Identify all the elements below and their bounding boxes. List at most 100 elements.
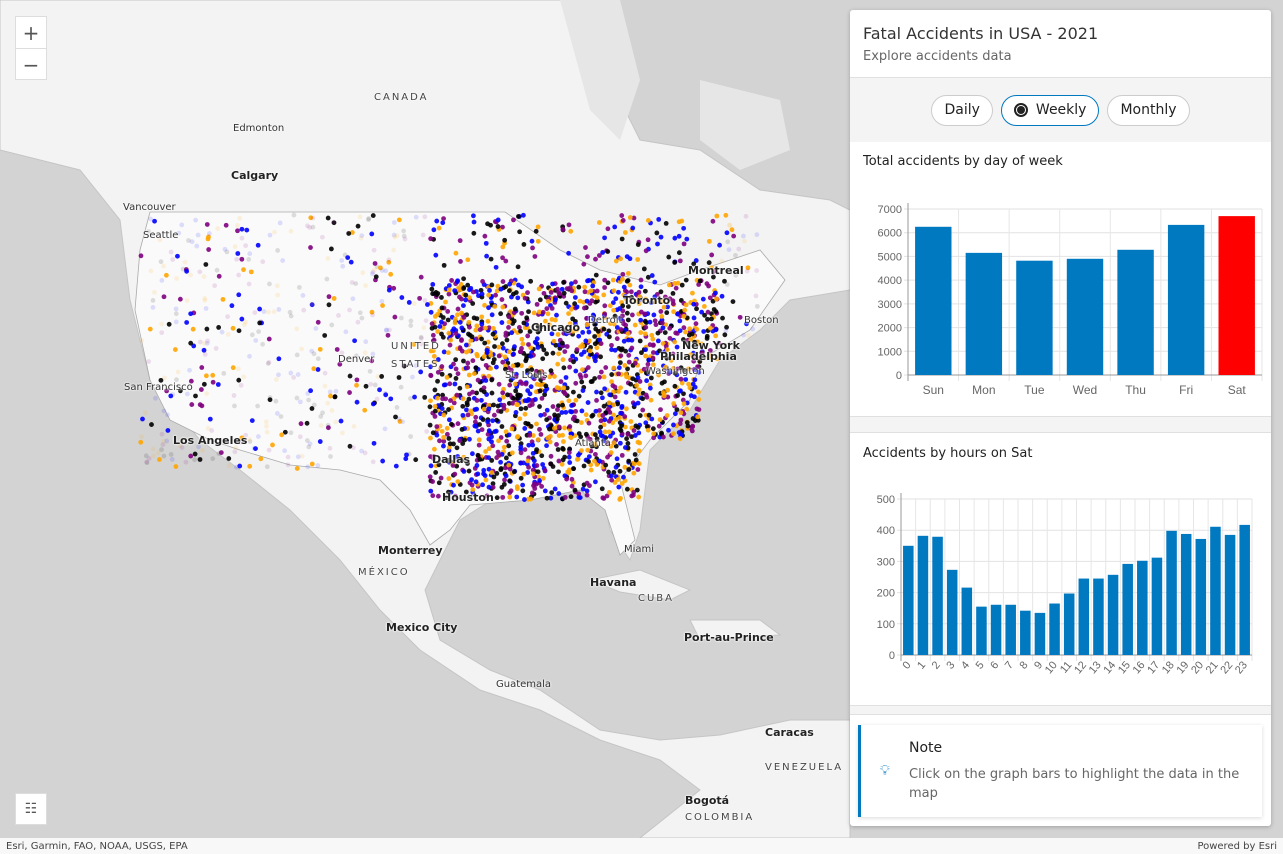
- accident-point: [602, 303, 608, 309]
- accident-point: [552, 486, 558, 492]
- accident-point: [701, 303, 707, 309]
- bar-23[interactable]: [1239, 524, 1250, 655]
- accident-point: [643, 420, 649, 426]
- accident-point: [577, 372, 583, 378]
- daily-button[interactable]: Daily: [931, 94, 993, 126]
- accident-point: [230, 365, 236, 371]
- accident-point: [161, 453, 167, 459]
- accident-point: [159, 330, 165, 336]
- bar-14[interactable]: [1107, 574, 1119, 655]
- bar-2[interactable]: [932, 536, 943, 655]
- bar-15[interactable]: [1122, 563, 1133, 655]
- zoom-controls: + −: [15, 16, 47, 80]
- weekly-button[interactable]: Weekly: [1000, 94, 1100, 126]
- accident-point: [635, 242, 641, 247]
- accident-point: [542, 392, 548, 398]
- bar-0[interactable]: [903, 545, 914, 655]
- accident-point: [584, 316, 589, 321]
- bar-3[interactable]: [946, 569, 958, 655]
- accident-point: [455, 454, 461, 459]
- accident-point: [535, 238, 541, 244]
- bar-Sat[interactable]: [1218, 216, 1255, 375]
- accident-point: [432, 387, 438, 393]
- bar-Sun[interactable]: [915, 226, 952, 375]
- accident-point: [168, 452, 174, 457]
- map-label: Atlanta: [575, 438, 611, 449]
- accident-point: [446, 417, 452, 423]
- bar-Wed[interactable]: [1066, 258, 1104, 375]
- accident-point: [635, 467, 641, 472]
- accident-point: [413, 363, 419, 368]
- accident-point: [636, 461, 642, 467]
- bar-Fri[interactable]: [1167, 224, 1205, 375]
- bar-12[interactable]: [1078, 578, 1090, 655]
- accident-point: [465, 461, 470, 466]
- bar-9[interactable]: [1034, 612, 1046, 655]
- accident-point: [597, 458, 602, 464]
- accident-point: [175, 253, 180, 259]
- bar-16[interactable]: [1137, 560, 1148, 655]
- accident-point: [508, 488, 514, 494]
- accident-point: [509, 330, 515, 336]
- accident-point: [463, 292, 469, 298]
- accident-point: [717, 242, 722, 248]
- accident-point: [548, 461, 554, 467]
- accident-point: [403, 456, 409, 462]
- bar-1[interactable]: [917, 535, 929, 655]
- bar-22[interactable]: [1224, 534, 1236, 655]
- accident-point: [496, 344, 502, 350]
- accident-point: [246, 281, 252, 287]
- accident-point: [625, 317, 631, 323]
- bar-6[interactable]: [990, 604, 1002, 655]
- accident-point: [482, 340, 488, 346]
- accident-point: [525, 290, 530, 296]
- bar-10[interactable]: [1049, 603, 1060, 655]
- bar-19[interactable]: [1180, 533, 1192, 655]
- x-tick-label: 23: [1233, 659, 1250, 676]
- powered-by-esri[interactable]: Powered by Esri: [1197, 840, 1277, 852]
- accident-point: [380, 458, 386, 464]
- map-label: Washington: [646, 366, 705, 377]
- accident-point: [439, 305, 445, 311]
- bar-4[interactable]: [961, 587, 973, 655]
- bar-Tue[interactable]: [1016, 260, 1053, 375]
- accident-point: [613, 417, 619, 422]
- bar-20[interactable]: [1195, 538, 1207, 655]
- accident-point: [347, 443, 353, 449]
- accident-point: [495, 217, 501, 223]
- bar-11[interactable]: [1063, 593, 1075, 655]
- monthly-button[interactable]: Monthly: [1107, 94, 1190, 126]
- bar-18[interactable]: [1166, 530, 1177, 655]
- accident-point: [537, 478, 543, 483]
- accident-point: [633, 457, 639, 463]
- accident-point: [643, 370, 649, 376]
- bar-Mon[interactable]: [965, 252, 1003, 375]
- bar-Thu[interactable]: [1117, 249, 1154, 375]
- bar-21[interactable]: [1210, 526, 1221, 655]
- legend-list-icon[interactable]: ☷: [15, 793, 47, 825]
- accident-point: [617, 360, 623, 366]
- accident-point: [428, 372, 434, 378]
- zoom-out-button[interactable]: −: [22, 53, 40, 77]
- accident-point: [593, 408, 599, 414]
- accident-point: [188, 378, 194, 384]
- accident-point: [355, 223, 361, 229]
- accident-point: [435, 378, 440, 384]
- accident-point: [202, 295, 208, 301]
- bar-8[interactable]: [1020, 610, 1031, 655]
- bar-17[interactable]: [1151, 557, 1163, 655]
- accident-point: [342, 252, 348, 258]
- bar-13[interactable]: [1093, 578, 1104, 655]
- accident-point: [444, 374, 450, 380]
- map-label: VENEZUELA: [765, 762, 844, 773]
- accident-point: [570, 316, 576, 322]
- bar-5[interactable]: [976, 606, 987, 655]
- zoom-in-button[interactable]: +: [16, 17, 46, 49]
- accident-point: [682, 307, 688, 313]
- accident-point: [423, 318, 429, 323]
- bar-7[interactable]: [1005, 604, 1016, 655]
- accident-point: [366, 216, 372, 221]
- accident-point: [632, 322, 638, 328]
